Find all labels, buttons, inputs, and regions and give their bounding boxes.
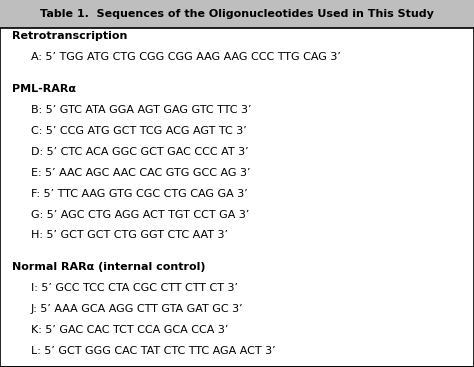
Text: L: 5’ GCT GGG CAC TAT CTC TTC AGA ACT 3’: L: 5’ GCT GGG CAC TAT CTC TTC AGA ACT 3’ [31,346,275,356]
Text: G: 5’ AGC CTG AGG ACT TGT CCT GA 3’: G: 5’ AGC CTG AGG ACT TGT CCT GA 3’ [31,210,249,219]
Text: PML-RARα: PML-RARα [12,84,76,94]
Text: Table 1.  Sequences of the Oligonucleotides Used in This Study: Table 1. Sequences of the Oligonucleotid… [40,9,434,19]
Text: K: 5’ GAC CAC TCT CCA GCA CCA 3’: K: 5’ GAC CAC TCT CCA GCA CCA 3’ [31,325,228,335]
Text: H: 5’ GCT GCT CTG GGT CTC AAT 3’: H: 5’ GCT GCT CTG GGT CTC AAT 3’ [31,230,228,240]
Text: Retrotranscription: Retrotranscription [12,31,127,41]
Text: J: 5’ AAA GCA AGG CTT GTA GAT GC 3’: J: 5’ AAA GCA AGG CTT GTA GAT GC 3’ [31,304,244,314]
Text: C: 5’ CCG ATG GCT TCG ACG AGT TC 3’: C: 5’ CCG ATG GCT TCG ACG AGT TC 3’ [31,126,246,136]
Text: B: 5’ GTC ATA GGA AGT GAG GTC TTC 3’: B: 5’ GTC ATA GGA AGT GAG GTC TTC 3’ [31,105,251,115]
Bar [0,0,474,28]
Text: D: 5’ CTC ACA GGC GCT GAC CCC AT 3’: D: 5’ CTC ACA GGC GCT GAC CCC AT 3’ [31,147,248,157]
Text: A: 5’ TGG ATG CTG CGG CGG AAG AAG CCC TTG CAG 3’: A: 5’ TGG ATG CTG CGG CGG AAG AAG CCC TT… [31,52,341,62]
Text: I: 5’ GCC TCC CTA CGC CTT CTT CT 3’: I: 5’ GCC TCC CTA CGC CTT CTT CT 3’ [31,283,238,293]
Text: E: 5’ AAC AGC AAC CAC GTG GCC AG 3’: E: 5’ AAC AGC AAC CAC GTG GCC AG 3’ [31,168,250,178]
Text: Normal RARα (internal control): Normal RARα (internal control) [12,262,205,272]
Text: F: 5’ TTC AAG GTG CGC CTG CAG GA 3’: F: 5’ TTC AAG GTG CGC CTG CAG GA 3’ [31,189,247,199]
